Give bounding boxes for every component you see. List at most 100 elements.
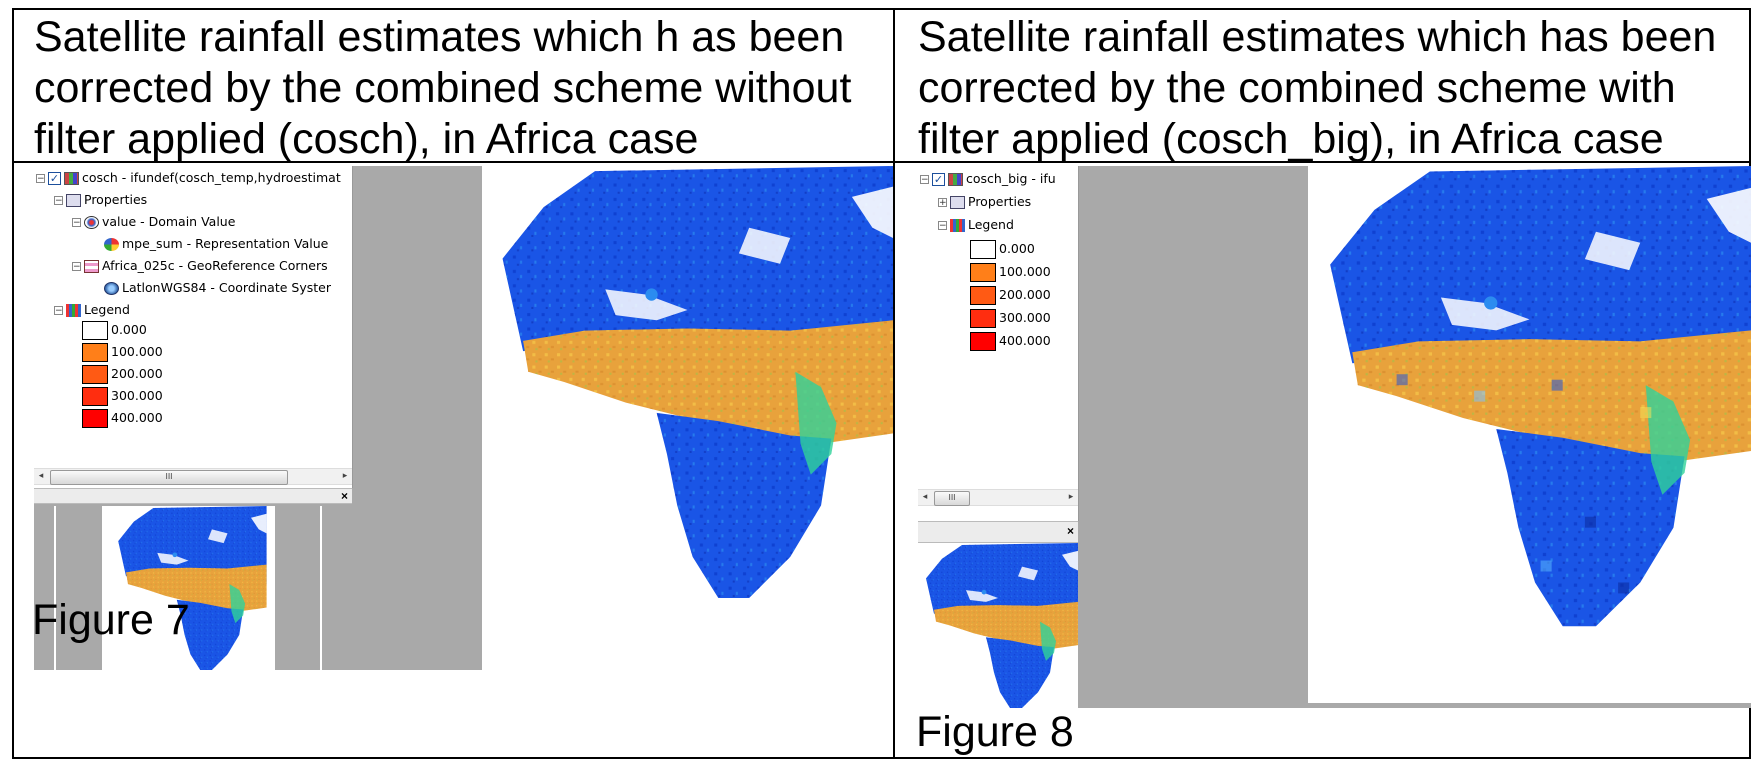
overview-africa-map (926, 543, 1078, 708)
horizontal-scrollbar[interactable]: ◂ III ▸ (34, 468, 352, 485)
tree-domain-label: value - Domain Value (102, 214, 236, 229)
legend-label: 400.000 (111, 410, 163, 425)
overview-africa-map (118, 506, 267, 670)
legend-item: 300.000 (82, 386, 163, 406)
legend-label: 0.000 (111, 322, 147, 337)
close-icon[interactable]: × (340, 489, 348, 503)
right-screenshot: − ✓ cosch_big - ifu + Properties − Legen… (918, 166, 1751, 708)
legend-item: 100.000 (970, 262, 1051, 282)
expand-icon[interactable]: + (938, 197, 947, 208)
right-title: Satellite rainfall estimates which has b… (918, 13, 1717, 163)
legend-swatch (82, 364, 108, 384)
overview-border-right (320, 506, 322, 670)
tree-node-properties[interactable]: − Properties (54, 191, 147, 209)
tree-node-domain[interactable]: − value - Domain Value (72, 213, 235, 231)
left-map-view[interactable] (482, 166, 893, 670)
overview-pane (34, 504, 352, 670)
legend-label: 0.000 (999, 241, 1035, 256)
legend-item: 400.000 (970, 331, 1051, 351)
scroll-left-icon[interactable]: ◂ (38, 471, 44, 481)
tree-node-coordsys[interactable]: LatlonWGS84 - Coordinate Syster (104, 279, 331, 297)
properties-icon (66, 193, 81, 207)
georeference-icon (84, 259, 99, 273)
legend-icon (66, 303, 81, 317)
tree-node-properties[interactable]: + Properties (938, 193, 1031, 211)
tree-node-legend[interactable]: − Legend (938, 216, 1014, 234)
checkbox-icon[interactable]: ✓ (48, 171, 61, 185)
tree-properties-label: Properties (84, 192, 148, 207)
map-bottom-edge (1308, 703, 1751, 708)
legend-item: 200.000 (970, 285, 1051, 305)
raster-map-icon (64, 171, 79, 185)
collapse-icon[interactable]: − (54, 305, 63, 316)
pane-splitter[interactable]: × (918, 521, 1078, 543)
column-divider (893, 8, 895, 759)
horizontal-scrollbar[interactable]: ◂ III ▸ (918, 489, 1078, 506)
raster-map-icon (948, 172, 963, 186)
figure-8-label: Figure 8 (916, 708, 1074, 756)
left-africa-map (502, 166, 893, 598)
legend-swatch (82, 386, 108, 406)
scroll-right-icon[interactable]: ▸ (1068, 492, 1074, 502)
pane-splitter[interactable]: × (34, 488, 352, 504)
tree-layer-label: cosch - ifundef(cosch_temp,hydroestimat (82, 170, 341, 185)
legend-item: 0.000 (82, 320, 147, 340)
right-map-view[interactable] (1308, 166, 1751, 703)
right-africa-map (1330, 166, 1751, 627)
legend-swatch (82, 320, 108, 340)
left-title: Satellite rainfall estimates which h as … (34, 13, 852, 163)
tree-node-georef[interactable]: − Africa_025c - GeoReference Corners (72, 257, 328, 275)
scroll-left-icon[interactable]: ◂ (922, 492, 928, 502)
representation-icon (104, 237, 119, 251)
tree-node-layer[interactable]: − ✓ cosch - ifundef(cosch_temp,hydroesti… (36, 169, 341, 187)
tree-node-legend[interactable]: − Legend (54, 301, 130, 319)
tree-properties-label: Properties (968, 194, 1032, 209)
overview-map[interactable] (102, 506, 275, 670)
collapse-icon[interactable]: − (72, 261, 81, 272)
scroll-right-icon[interactable]: ▸ (342, 471, 348, 481)
legend-label: 100.000 (999, 264, 1051, 279)
scrollbar-thumb[interactable]: III (50, 470, 288, 485)
legend-swatch (970, 308, 996, 328)
legend-swatch (970, 285, 996, 305)
overview-border-left (54, 506, 56, 670)
header-divider (12, 161, 1751, 163)
properties-icon (950, 195, 965, 209)
collapse-icon[interactable]: − (938, 220, 947, 231)
domain-icon (84, 215, 99, 229)
legend-label: 400.000 (999, 333, 1051, 348)
tree-node-layer[interactable]: − ✓ cosch_big - ifu (920, 170, 1056, 188)
overview-pane[interactable] (918, 543, 1078, 708)
legend-swatch (970, 239, 996, 259)
left-layer-tree: − ✓ cosch - ifundef(cosch_temp,hydroesti… (34, 166, 353, 488)
tree-representation-label: mpe_sum - Representation Value (122, 236, 329, 251)
checkbox-icon[interactable]: ✓ (932, 172, 945, 186)
left-screenshot: − ✓ cosch - ifundef(cosch_temp,hydroesti… (34, 166, 893, 670)
collapse-icon[interactable]: − (54, 195, 63, 206)
legend-item: 0.000 (970, 239, 1035, 259)
tree-georef-label: Africa_025c - GeoReference Corners (102, 258, 328, 273)
collapse-icon[interactable]: − (920, 174, 929, 185)
tree-coordsys-label: LatlonWGS84 - Coordinate Syster (122, 280, 331, 295)
scrollbar-thumb[interactable]: III (934, 491, 970, 506)
tree-node-representation[interactable]: mpe_sum - Representation Value (104, 235, 328, 253)
legend-label: 300.000 (111, 388, 163, 403)
legend-label: 200.000 (999, 287, 1051, 302)
collapse-icon[interactable]: − (36, 173, 45, 184)
legend-swatch (82, 342, 108, 362)
tree-legend-label: Legend (84, 302, 130, 317)
collapse-icon[interactable]: − (72, 217, 81, 228)
tree-legend-label: Legend (968, 217, 1014, 232)
legend-item: 400.000 (82, 408, 163, 428)
figure-7-label: Figure 7 (32, 596, 190, 644)
legend-label: 100.000 (111, 344, 163, 359)
legend-label: 200.000 (111, 366, 163, 381)
legend-swatch (970, 331, 996, 351)
legend-swatch (82, 408, 108, 428)
close-icon[interactable]: × (1066, 524, 1074, 538)
legend-item: 200.000 (82, 364, 163, 384)
legend-swatch (970, 262, 996, 282)
tree-layer-label: cosch_big - ifu (966, 171, 1056, 186)
legend-icon (950, 218, 965, 232)
right-layer-tree: − ✓ cosch_big - ifu + Properties − Legen… (918, 166, 1079, 521)
